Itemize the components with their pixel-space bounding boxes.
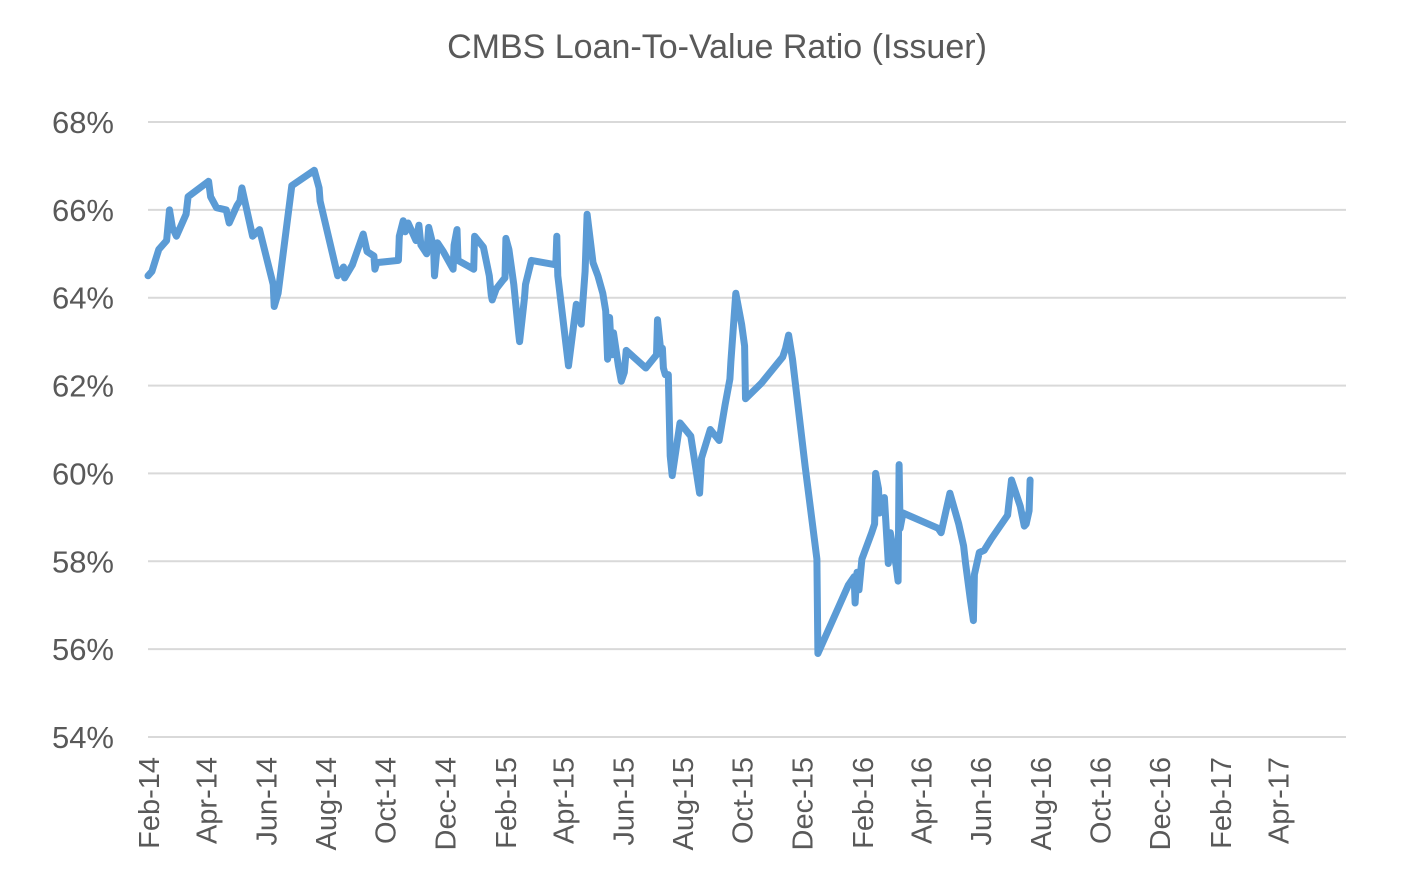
- x-tick-label: Aug-16: [1026, 757, 1058, 851]
- y-tick-label: 54%: [52, 720, 114, 755]
- x-tick-label: Apr-17: [1264, 757, 1296, 844]
- x-tick-label: Apr-15: [549, 757, 581, 844]
- x-tick-label: Dec-16: [1145, 757, 1177, 851]
- y-tick-label: 66%: [52, 193, 114, 228]
- x-tick-label: Jun-14: [251, 757, 283, 846]
- x-tick-label: Oct-16: [1086, 757, 1118, 844]
- x-tick-label: Dec-14: [430, 757, 462, 851]
- x-axis-tick-labels: Feb-14 Apr-14 Jun-14 Aug-14 Oct-14 Dec-14 Feb-…: [134, 757, 1296, 851]
- y-tick-label: 58%: [52, 544, 114, 579]
- y-tick-label: 68%: [52, 105, 114, 140]
- y-tick-label: 64%: [52, 281, 114, 316]
- x-tick-label: Feb-16: [848, 757, 880, 849]
- x-tick-label: Apr-16: [907, 757, 939, 844]
- series-layer: [144, 166, 1034, 657]
- y-tick-label: 60%: [52, 456, 114, 491]
- x-tick-label: Aug-15: [668, 757, 700, 851]
- x-tick-label: Aug-14: [311, 757, 343, 851]
- series-line: [144, 166, 1034, 657]
- x-tick-label: Feb-15: [491, 757, 523, 849]
- y-axis-tick-labels: 54% 56% 58% 60% 62% 64% 66% 68%: [52, 105, 114, 755]
- y-tick-label: 62%: [52, 369, 114, 404]
- gridlines: [148, 121, 1346, 738]
- x-tick-label: Dec-15: [787, 757, 819, 851]
- x-tick-label: Feb-17: [1206, 757, 1238, 849]
- x-tick-label: Feb-14: [134, 757, 166, 849]
- x-tick-label: Oct-15: [728, 757, 760, 844]
- x-tick-label: Oct-14: [371, 757, 403, 844]
- y-tick-label: 56%: [52, 632, 114, 667]
- chart-title: CMBS Loan-To-Value Ratio (Issuer): [447, 28, 987, 66]
- x-tick-label: Apr-14: [192, 757, 224, 844]
- x-tick-label: Jun-16: [966, 757, 998, 846]
- x-tick-label: Jun-15: [608, 757, 640, 846]
